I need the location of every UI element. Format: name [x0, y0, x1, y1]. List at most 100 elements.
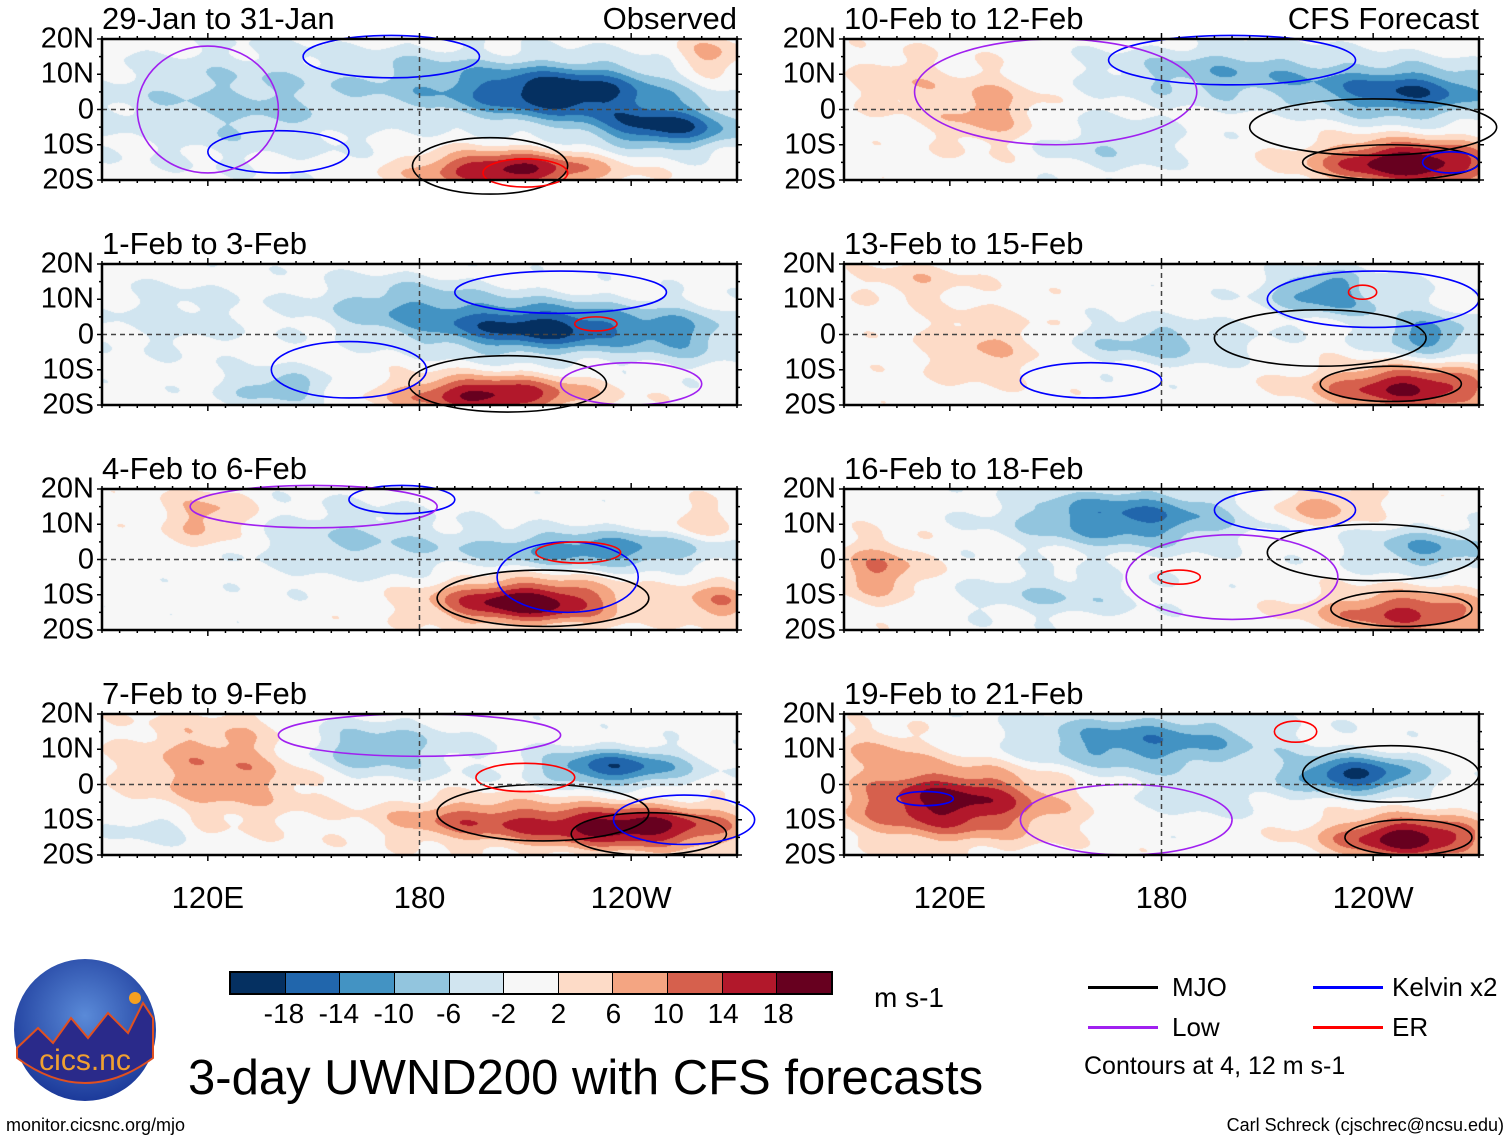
cics-logo: cics.nc [14, 959, 156, 1101]
contour-er [1273, 720, 1318, 743]
map-panel-4: 7-Feb to 9-Feb 20N 10N 0 10S 20S [41, 678, 756, 869]
lat-label: 10S [42, 353, 94, 386]
legend-label-low: Low [1172, 1012, 1220, 1042]
lat-label: 10S [42, 578, 94, 611]
contour-low [1019, 783, 1233, 856]
map-panel-3: 4-Feb to 6-Feb 20N 10N 0 10S 20S [41, 453, 742, 644]
figure-title: 3-day UWND200 with CFS forecasts [188, 1051, 984, 1105]
legend-label-mjo: MJO [1172, 972, 1227, 1002]
lat-label: 20N [40, 22, 94, 55]
contour-kelvin [270, 340, 428, 399]
colorbar-swatch [231, 973, 286, 993]
map-panel-8: 19-Feb to 21-Feb 20N 10N 0 10S 20S [783, 678, 1484, 869]
contour-low [913, 38, 1198, 146]
contour-mjo [570, 811, 728, 856]
legend-label-kelvin: Kelvin x2 [1392, 972, 1498, 1002]
colorbar-tick-label: 10 [652, 998, 684, 1029]
colorbar-tick-label: 14 [707, 998, 739, 1029]
contour-mjo [1344, 818, 1473, 856]
lon-label: 120E [171, 880, 245, 915]
colorbar-tick-label: -10 [373, 998, 414, 1029]
lat-label: 0 [819, 93, 836, 125]
legend-line-kelvin [1313, 986, 1383, 989]
colorbar-tick-label: 2 [550, 998, 567, 1029]
panel-overlay [839, 708, 1484, 861]
lat-label: 10N [782, 507, 836, 540]
lat-label: 20N [782, 247, 836, 280]
lat-label: 20N [40, 247, 94, 280]
lat-label: 0 [77, 93, 94, 125]
contour-kelvin [1213, 488, 1357, 533]
colorbar-swatch [558, 973, 614, 993]
lat-label: 20S [784, 163, 836, 196]
colorbar-swatch [285, 973, 341, 993]
contour-er [535, 541, 622, 564]
lat-label: 10N [40, 507, 94, 540]
colorbar-swatch [722, 973, 778, 993]
contour-kelvin [1421, 151, 1480, 174]
lat-label: 10S [784, 128, 836, 161]
contour-mjo [1301, 143, 1480, 181]
map-panel-2: 1-Feb to 3-Feb 20N 10N 0 10S 20S [41, 228, 742, 419]
column-header: CFS Forecast [1287, 1, 1479, 36]
lon-label: 180 [1135, 880, 1188, 915]
lat-label: 10N [40, 57, 94, 90]
lat-label: 0 [77, 543, 94, 575]
panel-period: 13-Feb to 15-Feb [844, 226, 1084, 261]
panel-frame [842, 487, 1481, 632]
map-panel-7: 16-Feb to 18-Feb 20N 10N 0 10S 20S [783, 453, 1484, 644]
map-panel-5: 10-Feb to 12-Feb CFS Forecast 20N 10N 0 10S 20… [783, 3, 1498, 194]
lat-label: 10N [40, 732, 94, 765]
panel-frame [100, 712, 739, 857]
lat-label: 20N [782, 472, 836, 505]
contour-er [1347, 284, 1378, 301]
contour-mjo [411, 136, 569, 195]
lon-label: 180 [393, 880, 446, 915]
contour-low [136, 45, 280, 174]
lat-label: 20S [42, 163, 94, 196]
lat-label: 10S [784, 353, 836, 386]
lat-label: 20S [42, 388, 94, 421]
colorbar-tick-label: -6 [436, 998, 462, 1029]
lat-label: 20S [784, 388, 836, 421]
panel-frame [100, 487, 739, 632]
contour-mjo [1266, 523, 1480, 582]
panel-frame [842, 262, 1481, 407]
colorbar [229, 971, 833, 995]
lat-label: 20N [40, 472, 94, 505]
contour-kelvin [453, 270, 668, 315]
panel-overlay [97, 258, 742, 413]
panel-overlay [97, 708, 756, 861]
lat-label: 20S [784, 613, 836, 646]
contour-kelvin [496, 541, 640, 614]
colorbar-swatch [504, 973, 559, 993]
lat-label: 20S [42, 838, 94, 871]
panel-overlay [839, 258, 1484, 411]
lat-label: 10S [42, 803, 94, 836]
contour-low [1125, 534, 1339, 621]
contour-kelvin [207, 129, 350, 174]
lon-label: 120E [913, 880, 987, 915]
lat-label: 20N [782, 22, 836, 55]
panel-overlay [97, 483, 742, 636]
author-credit: Carl Schreck (cjschrec@ncsu.edu) [1226, 1115, 1504, 1135]
colorbar-tick-label: -2 [491, 998, 516, 1029]
contour-er [482, 158, 569, 188]
contour-kelvin [1266, 270, 1480, 329]
contour-er [475, 762, 576, 793]
colorbar-swatch [777, 973, 832, 993]
lon-label: 120W [1332, 880, 1414, 915]
source-url: monitor.cicsnc.org/mjo [6, 1115, 186, 1135]
contour-kelvin [1107, 34, 1357, 86]
contour-mjo [1248, 98, 1498, 157]
colorbar-swatch [340, 973, 395, 993]
lon-label: 120W [590, 880, 672, 915]
colorbar-tick-label: 6 [605, 998, 622, 1029]
panel-period: 4-Feb to 6-Feb [102, 451, 308, 486]
lat-label: 10N [782, 282, 836, 315]
lat-label: 10S [42, 128, 94, 161]
contour-mjo [1330, 590, 1473, 628]
colorbar-swatch [668, 973, 723, 993]
colorbar-swatch [449, 973, 505, 993]
lat-label: 20S [42, 613, 94, 646]
